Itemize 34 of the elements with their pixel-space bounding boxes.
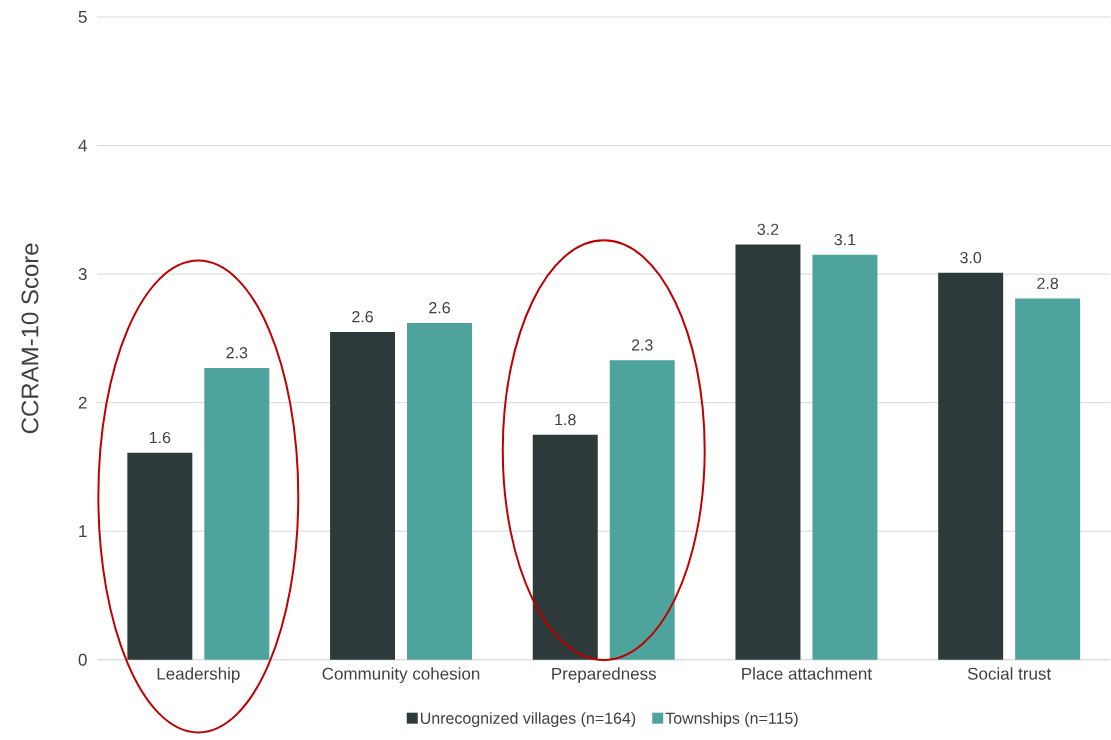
y-tick-label: 1 <box>79 525 87 538</box>
data-label: 3.0 <box>960 252 982 264</box>
data-label: 2.3 <box>631 339 653 351</box>
x-tick-label: Leadership <box>157 667 240 684</box>
x-tick-label: Preparedness <box>552 667 657 684</box>
bar <box>407 323 472 660</box>
bar <box>812 254 878 660</box>
bar <box>204 368 270 660</box>
y-tick-label: 0 <box>78 653 87 666</box>
y-tick-label: 3 <box>78 268 87 281</box>
x-tick-label: Social trust <box>967 667 1052 680</box>
bar <box>938 272 1004 660</box>
data-label: 2.3 <box>226 347 248 359</box>
legend-label: Unrecognized villages (n=164) <box>420 712 636 728</box>
data-label: 2.6 <box>352 311 373 323</box>
x-tick-label: Community cohesion <box>322 667 480 684</box>
data-label: 3.2 <box>757 223 779 236</box>
bar <box>532 434 598 660</box>
x-tick-label: Place attachment <box>742 667 872 680</box>
bar <box>609 360 675 660</box>
data-label: 1.8 <box>555 414 576 426</box>
legend-label: Townships (n=115) <box>665 712 798 728</box>
bar <box>127 452 193 660</box>
y-tick-label: 4 <box>78 139 87 152</box>
data-label: 1.6 <box>149 432 171 444</box>
data-label: 2.6 <box>429 302 450 314</box>
y-axis-title: CCRAM-10 Score <box>21 243 39 434</box>
bar <box>1015 298 1081 660</box>
data-label: 3.1 <box>834 234 856 246</box>
y-tick-label: 5 <box>78 11 87 24</box>
data-label: 2.8 <box>1037 277 1059 290</box>
bar <box>735 244 801 660</box>
y-tick-label: 2 <box>78 396 87 409</box>
bar <box>330 332 396 660</box>
